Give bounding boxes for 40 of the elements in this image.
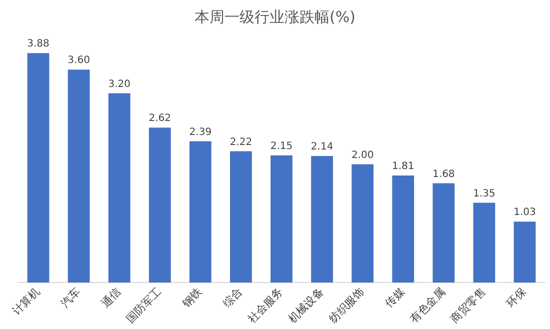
x-tick-label: 有色金属 xyxy=(407,285,448,326)
data-label: 1.03 xyxy=(514,207,536,218)
x-tick-label: 纺织服饰 xyxy=(326,285,367,326)
bar xyxy=(189,141,212,283)
data-label: 2.00 xyxy=(351,150,374,161)
bar xyxy=(432,183,455,283)
data-label: 2.15 xyxy=(270,141,293,152)
data-label: 2.62 xyxy=(148,113,172,124)
data-label: 1.81 xyxy=(392,161,414,172)
chart-title: 本周一级行业涨跌幅(%) xyxy=(194,7,356,28)
data-label: 1.68 xyxy=(432,168,455,180)
bar xyxy=(230,151,252,283)
data-label: 1.35 xyxy=(473,188,496,200)
bar xyxy=(311,156,333,283)
bar xyxy=(27,53,50,283)
bar xyxy=(352,164,374,283)
bar xyxy=(473,202,496,283)
bar xyxy=(108,93,130,283)
x-tick-label: 传媒 xyxy=(382,285,408,310)
data-label: 2.14 xyxy=(310,142,334,153)
x-tick-label: 机械设备 xyxy=(286,285,326,326)
data-label: 3.60 xyxy=(68,55,90,66)
data-label: 3.20 xyxy=(108,78,130,90)
x-tick-label: 汽车 xyxy=(58,285,83,310)
bar xyxy=(514,222,536,283)
x-tick-label: 钢铁 xyxy=(179,285,205,311)
bar xyxy=(68,70,90,283)
x-tick-label: 商贸零售 xyxy=(448,285,488,326)
x-tick-label: 计算机 xyxy=(10,285,42,318)
data-label: 3.88 xyxy=(27,38,50,50)
x-tick-label: 通信 xyxy=(98,285,124,310)
x-tick-label: 国防军工 xyxy=(124,285,164,326)
bar xyxy=(148,128,171,283)
bar xyxy=(392,176,414,283)
x-tick-label: 环保 xyxy=(504,285,529,310)
data-label: 2.22 xyxy=(230,136,252,148)
x-tick-label: 社会服务 xyxy=(245,285,286,326)
x-tick-label: 综合 xyxy=(220,285,246,310)
bar xyxy=(270,155,292,283)
data-label: 2.39 xyxy=(189,126,212,138)
